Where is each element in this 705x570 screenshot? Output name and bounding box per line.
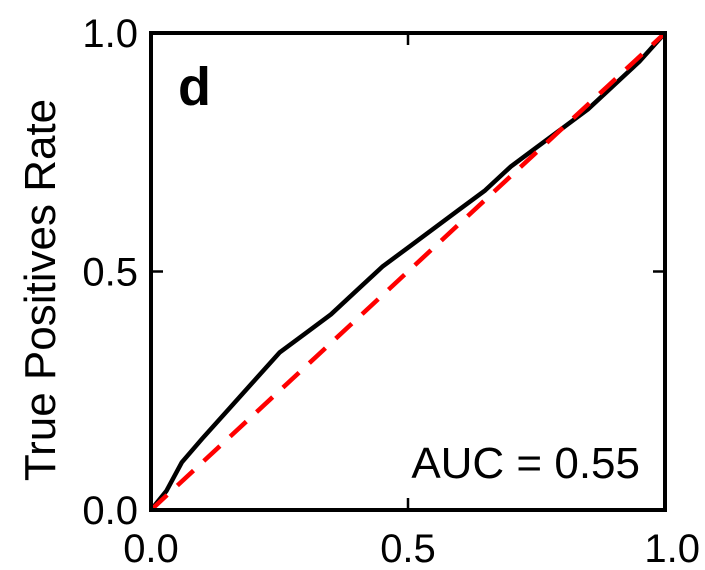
y-tick-label: 0.0: [82, 489, 138, 533]
x-tick-label: 1.0: [644, 527, 700, 570]
y-tick-label: 1.0: [82, 12, 138, 56]
x-tick-label: 0.5: [380, 527, 436, 570]
y-tick-label: 0.5: [82, 251, 138, 295]
auc-annotation: AUC = 0.55: [411, 439, 640, 488]
reference-diagonal-line: [149, 31, 667, 512]
series-layer: [149, 31, 667, 512]
ticks-layer: 0.0 0.5 1.0 0.0 0.5 1.0: [82, 12, 700, 570]
panel-label: d: [178, 57, 211, 117]
y-axis-label: True Positives Rate: [16, 99, 65, 481]
x-tick-label: 0.0: [123, 527, 179, 570]
